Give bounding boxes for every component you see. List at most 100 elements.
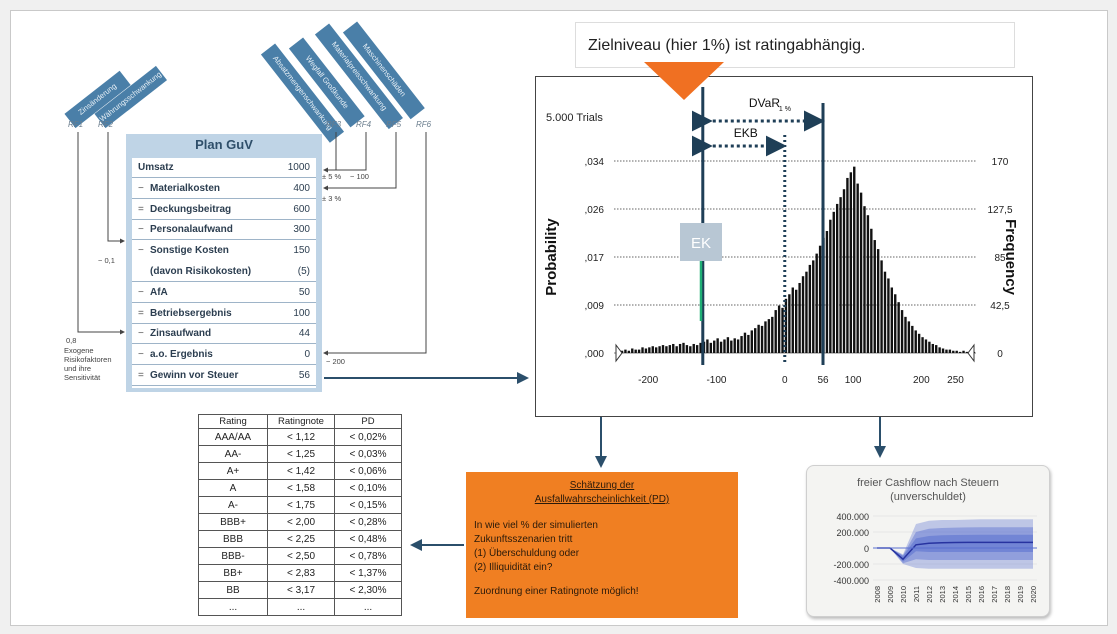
histogram-bar <box>706 339 709 353</box>
y2-tick-label: 85 <box>994 253 1006 264</box>
right-slider-marker <box>967 343 975 363</box>
guv-row-label: Umsatz <box>138 162 174 173</box>
histogram-bar <box>658 346 661 353</box>
pd-line-2: Zukunftsszenarien tritt <box>474 534 573 545</box>
histogram-bar <box>685 345 689 353</box>
cashflow-year-label: 2014 <box>951 586 960 603</box>
y-tick-label: ,009 <box>585 301 605 312</box>
guv-row: − Personalaufwand 300 <box>132 220 316 241</box>
guv-row-label: a.o. Ergebnis <box>150 349 213 361</box>
histogram-bar <box>965 351 969 353</box>
histogram-bar <box>863 206 866 353</box>
rating-cell: < 0,78% <box>334 547 402 565</box>
y-tick-label: ,034 <box>585 157 605 168</box>
histogram-bar <box>894 294 897 353</box>
x-tick-label: -200 <box>638 375 658 386</box>
histogram-bar <box>907 321 911 353</box>
histogram-bar <box>917 333 921 353</box>
rating-cell: A <box>198 479 268 497</box>
rating-cell: AAA/AA <box>198 428 268 446</box>
rf6-label: RF6 <box>416 120 432 129</box>
guv-row-prefix: = <box>138 203 144 215</box>
rating-cell: < 0,03% <box>334 445 402 463</box>
pd-line-1: In wie viel % der simulierten <box>474 520 598 531</box>
cashflow-year-label: 2012 <box>925 586 934 603</box>
rating-cell: < 0,10% <box>334 479 402 497</box>
dvar-subscript: 1 % <box>779 106 791 113</box>
zielniveau-label: Zielniveau (hier 1%) ist ratingabhängig. <box>575 22 1015 68</box>
histogram-bar <box>798 282 801 353</box>
histogram-bar <box>723 339 726 353</box>
rating-row: BBB- < 2,50 < 0,78% <box>198 547 402 565</box>
histogram-bar <box>897 302 900 353</box>
histogram-bar <box>695 345 699 353</box>
histogram-bar <box>887 278 890 353</box>
pd-title-2: Ausfallwahrscheinlichkeit (PD) <box>534 494 670 505</box>
cashflow-year-label: 2015 <box>964 586 973 603</box>
histogram-bar <box>661 345 665 353</box>
cashflow-year-label: 2009 <box>886 586 895 603</box>
histogram-bar <box>689 346 692 353</box>
histogram-bar <box>634 349 637 353</box>
cashflow-year-label: 2013 <box>938 586 947 603</box>
histogram-bar <box>781 307 784 353</box>
guv-row-value: 300 <box>293 224 310 236</box>
cashflow-card: freier Cashflow nach Steuern (unverschuld… <box>806 465 1050 617</box>
ekb-label: EKB <box>734 126 758 140</box>
rating-row: BBB < 2,25 < 0,48% <box>198 530 402 548</box>
histogram-bar <box>924 339 928 353</box>
histogram-bar <box>900 310 904 353</box>
histogram-bar <box>624 349 627 353</box>
rating-cell: < 2,83 <box>267 564 335 582</box>
histogram-bar <box>675 346 678 353</box>
rating-cell: < 2,25 <box>267 530 335 548</box>
plan-guv-title: Plan GuV <box>195 137 253 152</box>
x-tick-label: 56 <box>817 375 829 386</box>
rating-header: Rating <box>198 414 268 429</box>
rating-cell: BBB- <box>198 547 268 565</box>
rating-cell: < 1,42 <box>267 462 335 480</box>
sens-rf5: ± 3 % <box>322 194 342 203</box>
histogram-bar <box>654 347 658 353</box>
rating-cell: < 0,06% <box>334 462 402 480</box>
guv-row: (davon Risikokosten) (5) <box>132 262 316 282</box>
guv-row-value: (5) <box>297 266 310 277</box>
histogram-bar <box>958 351 962 353</box>
histogram-bar <box>743 332 747 353</box>
pd-estimation-box: Schätzung der Ausfallwahrscheinlichkeit … <box>466 472 738 618</box>
histogram-bar <box>771 316 774 353</box>
rf2-label: RF2 <box>98 120 114 129</box>
guv-row: Umsatz 1000 <box>132 158 316 178</box>
guv-row-value: 50 <box>298 286 310 298</box>
histogram-bar <box>955 350 958 353</box>
rating-row: A < 1,58 < 0,10% <box>198 479 402 497</box>
cashflow-chart: freier Cashflow nach Steuern (unverschuld… <box>833 477 1038 603</box>
guv-row-label: Zinsaufwand <box>150 328 212 340</box>
histogram-bar <box>904 316 907 353</box>
rating-cell: BBB <box>198 530 268 548</box>
rating-row: BB+ < 2,83 < 1,37% <box>198 564 402 582</box>
rating-cell: BBB+ <box>198 513 268 531</box>
guv-row-prefix: − <box>138 182 144 194</box>
histogram-bar <box>948 349 952 353</box>
histogram-bar <box>952 350 955 353</box>
guv-row: − a.o. Ergebnis 0 <box>132 345 316 366</box>
trials-label: 5.000 Trials <box>546 112 603 124</box>
rating-cell: < 1,75 <box>267 496 335 514</box>
guv-row-value: 44 <box>298 328 310 340</box>
rating-cell: < 1,25 <box>267 445 335 463</box>
guv-row-prefix: − <box>138 349 144 361</box>
histogram-bar <box>726 337 730 353</box>
rating-row: ......... <box>198 598 402 616</box>
guv-row-label: Materialkosten <box>150 182 221 194</box>
histogram-bar <box>740 336 743 353</box>
target-triangle <box>644 62 724 100</box>
y-tick-label: ,000 <box>585 349 605 360</box>
histogram-bar <box>641 347 644 353</box>
rating-cell: A+ <box>198 462 268 480</box>
histogram-bar <box>931 343 934 353</box>
pd-title-1: Schätzung der <box>569 480 635 491</box>
sens-rf6: − 200 <box>326 357 345 366</box>
cashflow-y-tick: -200.000 <box>833 560 869 570</box>
